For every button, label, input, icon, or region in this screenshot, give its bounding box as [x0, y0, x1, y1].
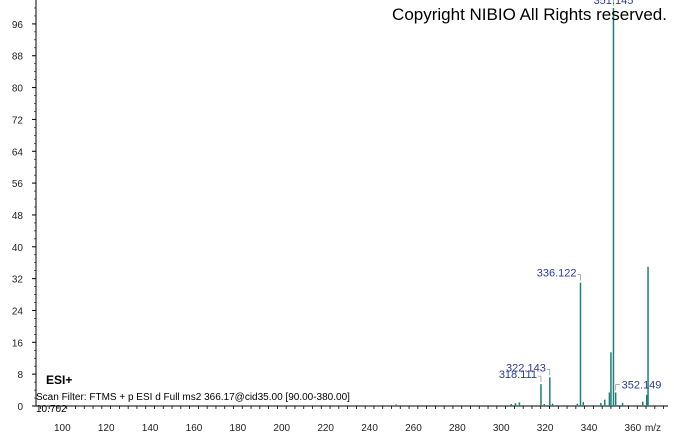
x-tick-label: 300 [493, 423, 510, 434]
y-axis-ticks: 0 8 16 24 32 40 48 56 64 72 80 88 96 [12, 7, 36, 413]
x-axis-unit-label: m/z [645, 423, 661, 434]
x-axis-ticks: 100 120 140 160 180 200 220 240 260 280 300 320 340 3… [39, 406, 665, 434]
y-tick-label: 8 [17, 370, 23, 381]
y-tick-label: 80 [12, 84, 24, 95]
x-tick-label: 260 [405, 423, 422, 434]
x-tick-label: 100 [54, 423, 71, 434]
normalization-level: 10.702 [36, 404, 67, 415]
axes [35, 0, 668, 407]
x-tick-label: 140 [142, 423, 159, 434]
x-tick-label: 200 [273, 423, 290, 434]
y-tick-label: 56 [12, 179, 24, 190]
y-tick-label: 64 [12, 147, 24, 158]
y-tick-label: 72 [12, 115, 24, 126]
y-tick-label: 48 [12, 211, 24, 222]
y-tick-label: 0 [17, 402, 23, 413]
peaks [395, 7, 649, 406]
y-tick-label: 88 [12, 52, 24, 63]
peak-label: 318.111 [499, 369, 537, 381]
x-tick-label: 120 [98, 423, 115, 434]
x-tick-label: 220 [317, 423, 334, 434]
x-tick-label: 320 [537, 423, 554, 434]
peak-label: 352.149 [622, 379, 662, 391]
y-tick-label: 32 [12, 275, 24, 286]
x-tick-label: 280 [449, 423, 466, 434]
x-tick-label: 240 [361, 423, 378, 434]
copyright-notice: Copyright NIBIO All Rights reserved. [392, 5, 667, 24]
x-tick-label: 360 [625, 423, 642, 434]
peak-label: 322.143 [506, 362, 546, 374]
y-tick-label: 40 [12, 243, 24, 254]
peak-label: 351.145 [594, 0, 634, 7]
y-tick-label: 96 [12, 20, 24, 31]
peak-label: 336.122 [537, 268, 577, 280]
scan-filter-text: Scan Filter: FTMS + p ESI d Full ms2 366… [36, 392, 350, 403]
x-tick-label: 160 [186, 423, 203, 434]
ion-mode-label: ESI+ [46, 373, 72, 387]
x-tick-label: 340 [581, 423, 598, 434]
y-tick-label: 16 [12, 338, 24, 349]
y-tick-label: 24 [12, 306, 24, 317]
x-tick-label: 180 [230, 423, 247, 434]
